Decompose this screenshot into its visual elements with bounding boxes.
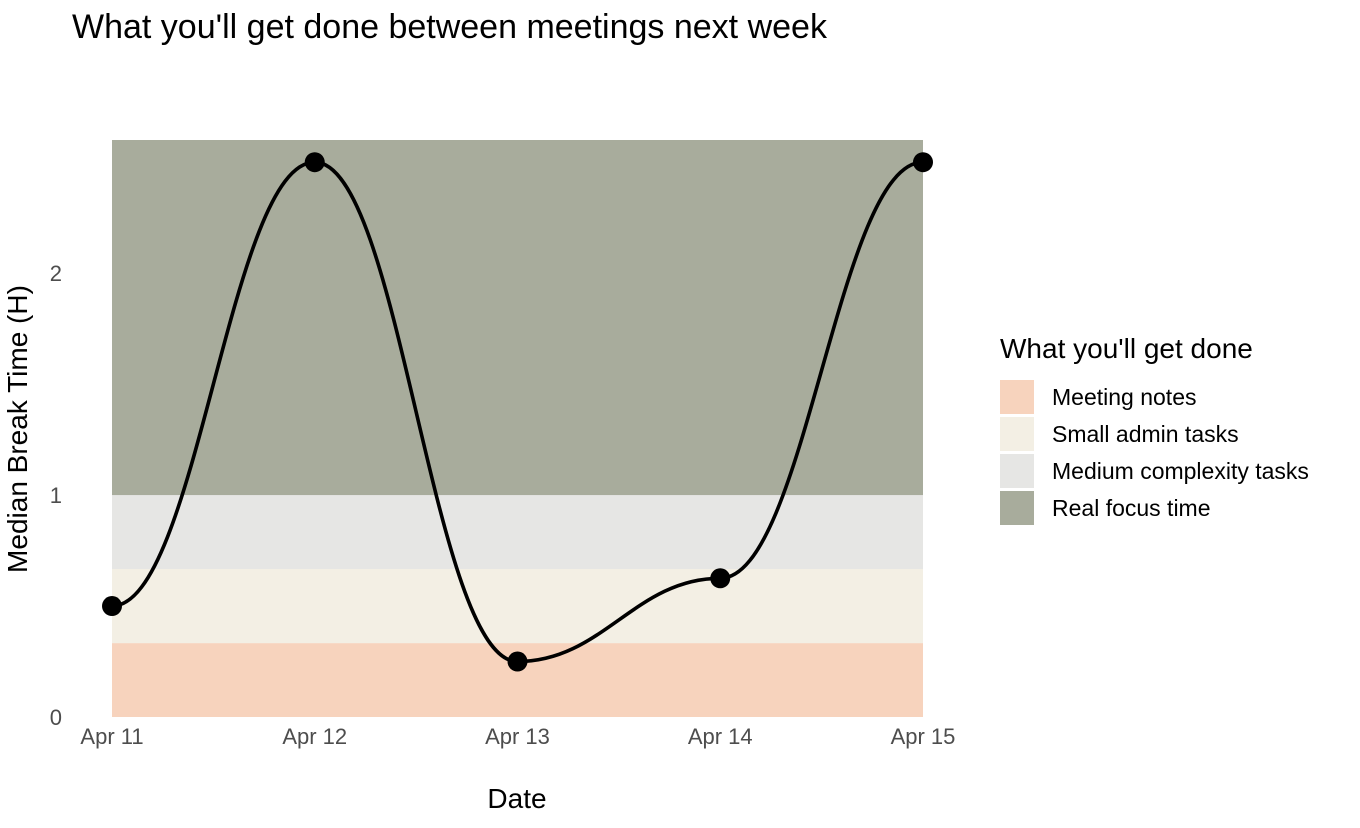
band-3 bbox=[112, 140, 923, 496]
legend-swatch-1 bbox=[1000, 417, 1034, 451]
background-bands bbox=[112, 140, 923, 717]
legend-label-3: Real focus time bbox=[1052, 495, 1211, 521]
legend-swatch-0 bbox=[1000, 380, 1034, 414]
band-1 bbox=[112, 568, 923, 644]
x-tick-label-0: Apr 11 bbox=[80, 724, 143, 749]
x-axis-ticks: Apr 11 Apr 12 Apr 13 Apr 14 Apr 15 bbox=[80, 724, 955, 749]
data-point-3 bbox=[710, 568, 731, 589]
data-point-0 bbox=[102, 596, 122, 617]
legend-swatch-2 bbox=[1000, 454, 1034, 488]
x-tick-label-4: Apr 15 bbox=[891, 724, 956, 749]
legend-label-1: Small admin tasks bbox=[1052, 421, 1239, 447]
x-tick-label-2: Apr 13 bbox=[485, 724, 550, 749]
legend-swatch-3 bbox=[1000, 491, 1034, 525]
series-line bbox=[110, 160, 925, 664]
y-tick-label-0: 0 bbox=[50, 705, 62, 730]
y-tick-label-1: 1 bbox=[50, 483, 62, 508]
data-point-4 bbox=[913, 152, 933, 173]
data-point-2 bbox=[507, 651, 528, 672]
x-axis-title: Date bbox=[487, 783, 546, 814]
band-2 bbox=[112, 495, 923, 569]
legend-label-0: Meeting notes bbox=[1052, 384, 1196, 410]
legend-label-2: Medium complexity tasks bbox=[1052, 458, 1309, 484]
y-tick-label-2: 2 bbox=[50, 261, 62, 286]
y-axis-title: Median Break Time (H) bbox=[2, 285, 33, 573]
legend-title: What you'll get done bbox=[1000, 333, 1253, 364]
legend-items: Meeting notes Small admin tasks Medium com… bbox=[1000, 380, 1309, 525]
data-points bbox=[102, 152, 933, 672]
data-point-1 bbox=[304, 152, 325, 173]
chart-title: What you'll get done between meetings ne… bbox=[72, 8, 828, 46]
x-tick-label-3: Apr 14 bbox=[688, 724, 753, 749]
legend: What you'll get done Meeting notes Small … bbox=[1000, 333, 1309, 525]
y-axis-ticks: 0 1 2 bbox=[50, 261, 62, 730]
x-tick-label-1: Apr 12 bbox=[282, 724, 347, 749]
